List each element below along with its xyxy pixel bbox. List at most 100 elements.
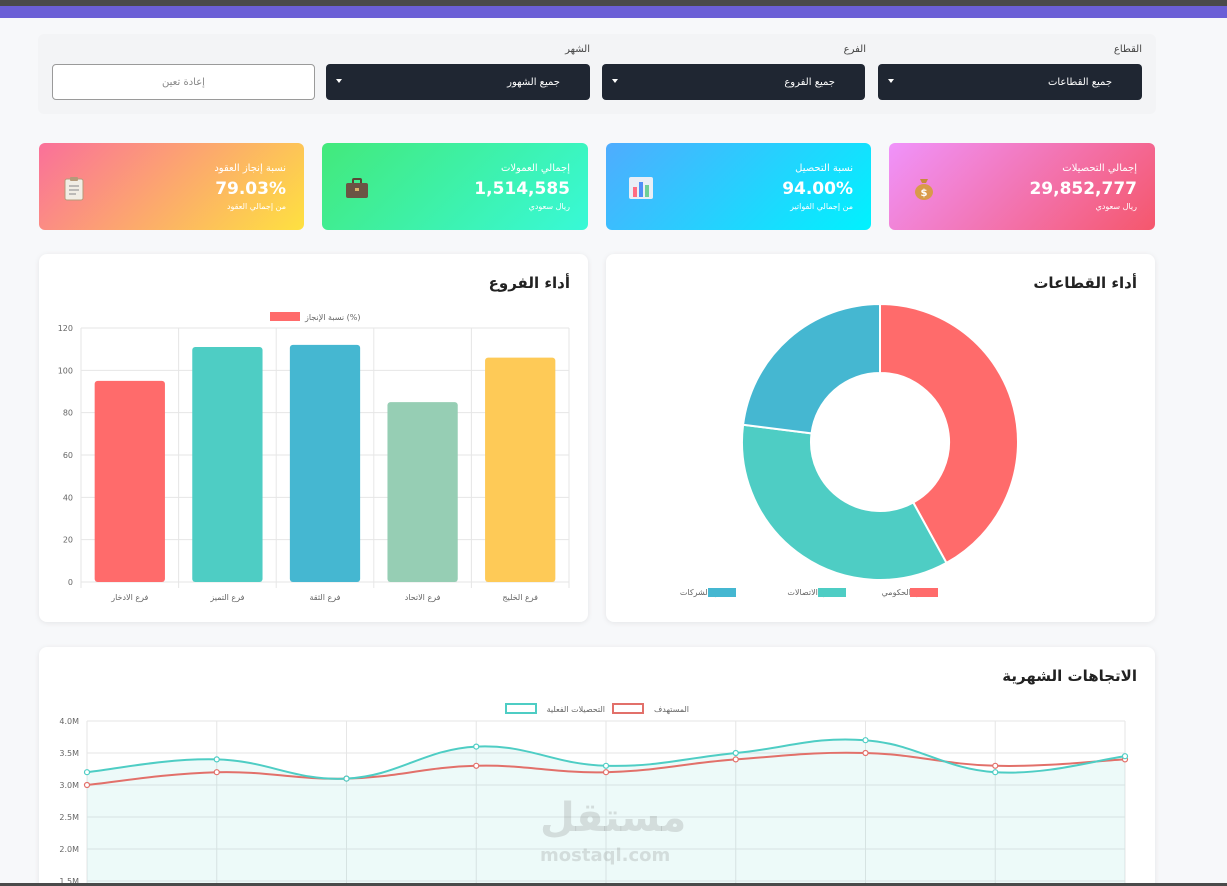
area-fill [87,739,1125,886]
data-point [343,775,350,782]
kpi-title: نسبة إنجاز العقود [214,163,286,174]
x-tick-label: فرع التميز [209,593,244,602]
data-point [213,756,220,763]
data-point [83,769,91,776]
branch-filter-label: الفرع [843,44,866,55]
legend-label: قطاع الاتصالات [787,588,838,597]
x-tick-label: فرع الاتحاد [405,593,441,602]
bar [485,357,556,582]
y-tick-label: 3.0M [59,781,79,790]
legend-label: المستهدف [654,705,689,714]
kpi-value: 94.00% [782,179,853,199]
data-point [992,762,999,769]
data-point [862,749,869,757]
month-select[interactable]: جميع الشهور [326,64,590,100]
watermark-url: mostaql.com [540,845,671,866]
sector-filter-label: القطاع [1113,44,1142,55]
bar [94,380,165,582]
y-tick-label: 80 [63,409,73,418]
kpi-card-collection-rate: نسبة التحصيل 94.00% من إجمالي الفواتير [606,143,871,230]
kpi-subtitle: ريال سعودي [528,202,570,211]
kpi-card-total-collections: إجمالي التحصيلات 29,852,777 ريال سعودي $ [889,143,1155,230]
kpi-card-contract-completion: نسبة إنجاز العقود 79.03% من إجمالي العقو… [39,143,304,230]
monthly-trends-card: الاتجاهات الشهرية 1.5M 2.0M 2.5M 3.0M 3.5M 4.… [39,647,1155,886]
kpi-card-total-commissions: إجمالي العمولات 1,514,585 ريال سعودي [322,143,588,230]
y-tick-label: 60 [63,451,73,460]
y-tick-label: 100 [58,366,73,375]
data-point [732,749,739,757]
chevron-down-icon [612,79,618,83]
filter-panel: القطاع جميع القطاعات الفرع جميع الفروع ا… [38,34,1156,114]
svg-text:$: $ [921,188,928,199]
bar [192,347,263,582]
kpi-value: 1,514,585 [474,179,570,199]
legend-label: القطاع الحكومي [882,588,936,597]
data-point [1121,753,1129,760]
data-point [83,781,91,789]
kpi-title: إجمالي العمولات [500,163,570,174]
month-select-value: جميع الشهور [507,76,560,88]
y-tick-label: 40 [63,493,73,502]
legend-label: نسبة الإنجاز (%) [304,313,360,323]
legend-swatch [818,588,846,597]
bar-chart-icon [629,177,653,199]
bar [289,344,361,582]
y-tick-label: 2.5M [59,813,79,822]
legend-swatch [505,703,537,714]
sectors-performance-card: أداء القطاعات القطاع الحكومي قطاع الاتصال… [606,254,1155,622]
sector-select[interactable]: جميع القطاعات [878,64,1142,100]
data-point [732,756,739,763]
money-bag-icon: $ [915,179,933,200]
chevron-down-icon [888,79,894,83]
data-point [473,762,480,769]
kpi-subtitle: من إجمالي الفواتير [790,202,853,211]
kpi-title: نسبة التحصيل [795,163,853,174]
branches-performance-card: أداء الفروع نسبة الإنجاز (%) 0 20 40 60 80 100… [39,254,588,622]
kpi-subtitle: ريال سعودي [1095,202,1137,211]
legend-swatch [708,588,736,597]
branch-select-value: جميع الفروع [784,76,835,88]
x-tick-label: فرع الادخار [110,593,148,602]
kpi-value: 29,852,777 [1029,179,1137,199]
reset-button[interactable]: إعادة تعين [52,64,315,100]
briefcase-icon [346,178,368,198]
sector-select-value: جميع القطاعات [1047,76,1112,88]
y-tick-label: 4.0M [59,717,79,726]
legend-label: التحصيلات الفعلية [547,705,605,714]
data-point [992,769,999,776]
y-tick-label: 120 [58,324,73,333]
month-filter-label: الشهر [565,44,590,55]
clipboard-icon [64,177,84,201]
monthly-trends-line-chart: 1.5M 2.0M 2.5M 3.0M 3.5M 4.0M المستهدف التحصيلا… [59,703,1129,886]
legend-label: قطاع الشركات [680,588,730,597]
pie-slice [741,302,881,435]
kpi-title: إجمالي التحصيلات [1062,163,1137,174]
x-tick-label: فرع الخليج [502,593,538,602]
y-tick-label: 1.5M [59,877,79,886]
branch-select[interactable]: جميع الفروع [602,64,865,100]
data-point [602,769,610,776]
branches-bar-chart: نسبة الإنجاز (%) 0 20 40 60 80 100 120 فرع الادخ… [58,312,570,602]
legend-swatch [612,703,644,714]
sectors-title: أداء القطاعات [1033,274,1137,292]
x-tick-label: فرع الثقة [310,593,341,602]
sectors-doughnut-chart: القطاع الحكومي قطاع الاتصالات قطاع الشركات [680,302,1019,597]
legend-swatch [910,588,938,597]
y-tick-label: 20 [63,536,73,545]
y-tick-label: 2.0M [59,845,79,854]
y-tick-label: 3.5M [59,749,79,758]
bottom-bar [0,883,1227,886]
branches-title: أداء الفروع [488,274,570,292]
kpi-subtitle: من إجمالي العقود [226,202,286,211]
y-tick-label: 0 [68,578,73,587]
chevron-down-icon [336,79,342,83]
pie-slice [879,302,1019,565]
data-point [862,737,869,744]
pie-slice [741,423,948,581]
trends-title: الاتجاهات الشهرية [1002,667,1137,685]
kpi-value: 79.03% [215,179,286,199]
data-point [213,769,220,776]
legend-swatch [270,312,300,321]
data-point [602,762,610,769]
watermark-logo: مستقل [540,795,687,841]
